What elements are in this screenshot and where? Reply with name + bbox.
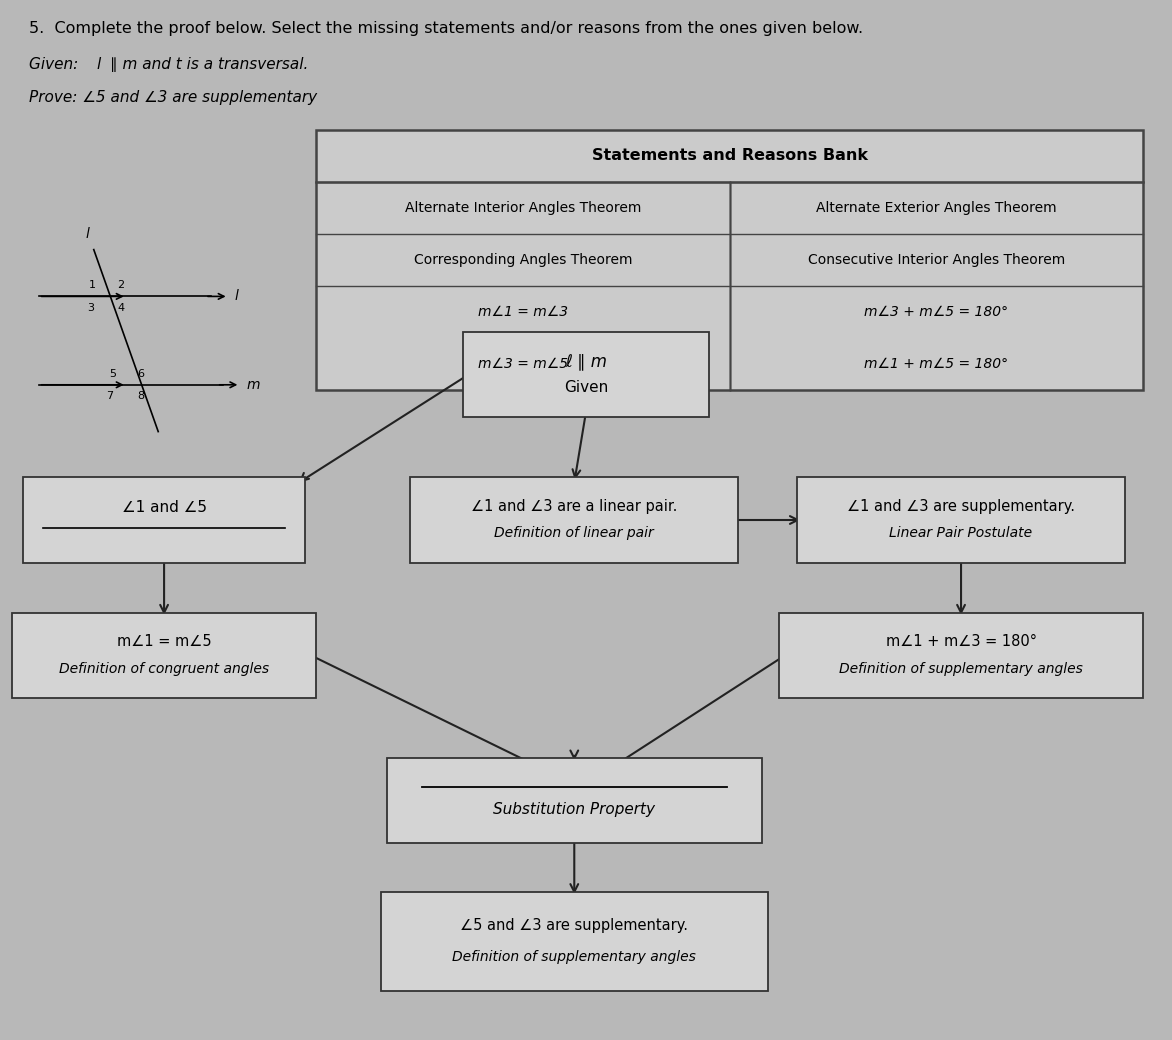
Text: Definition of supplementary angles: Definition of supplementary angles <box>452 951 696 964</box>
Text: 5.  Complete the proof below. Select the missing statements and/or reasons from : 5. Complete the proof below. Select the … <box>29 21 864 35</box>
Text: ∠1 and ∠5: ∠1 and ∠5 <box>122 500 206 515</box>
FancyBboxPatch shape <box>797 477 1125 563</box>
Text: m∠1 = m∠5: m∠1 = m∠5 <box>117 634 211 649</box>
Text: m∠1 + m∠3 = 180°: m∠1 + m∠3 = 180° <box>886 634 1036 649</box>
Text: Alternate Interior Angles Theorem: Alternate Interior Angles Theorem <box>404 201 641 215</box>
Text: Alternate Exterior Angles Theorem: Alternate Exterior Angles Theorem <box>816 201 1056 215</box>
Text: 3: 3 <box>87 303 94 313</box>
Text: m∠3 + m∠5 = 180°: m∠3 + m∠5 = 180° <box>864 305 1008 319</box>
FancyBboxPatch shape <box>381 891 768 990</box>
FancyBboxPatch shape <box>779 613 1143 698</box>
Text: Definition of congruent angles: Definition of congruent angles <box>59 661 270 676</box>
Text: 1: 1 <box>89 280 96 290</box>
Text: ℓ ∥ m: ℓ ∥ m <box>565 352 607 370</box>
Text: Substitution Property: Substitution Property <box>493 802 655 816</box>
Text: 2: 2 <box>117 280 124 290</box>
Text: Given:: Given: <box>29 57 83 72</box>
Text: Definition of linear pair: Definition of linear pair <box>495 526 654 541</box>
Text: Statements and Reasons Bank: Statements and Reasons Bank <box>592 149 867 163</box>
Text: 7: 7 <box>107 391 114 401</box>
Text: m∠1 = m∠3: m∠1 = m∠3 <box>478 305 568 319</box>
Text: Linear Pair Postulate: Linear Pair Postulate <box>890 526 1033 541</box>
Text: Definition of supplementary angles: Definition of supplementary angles <box>839 661 1083 676</box>
Text: 6: 6 <box>137 368 144 379</box>
FancyBboxPatch shape <box>12 613 316 698</box>
Text: ∠1 and ∠3 are a linear pair.: ∠1 and ∠3 are a linear pair. <box>471 499 677 514</box>
Text: 5: 5 <box>109 368 116 379</box>
Text: Consecutive Interior Angles Theorem: Consecutive Interior Angles Theorem <box>808 253 1064 267</box>
Text: Prove: ∠5 and ∠3 are supplementary: Prove: ∠5 and ∠3 are supplementary <box>29 90 318 105</box>
Text: m: m <box>246 378 260 392</box>
Text: ∠5 and ∠3 are supplementary.: ∠5 and ∠3 are supplementary. <box>461 917 688 933</box>
Text: Given: Given <box>564 381 608 395</box>
Text: l: l <box>96 57 101 72</box>
FancyBboxPatch shape <box>463 332 709 417</box>
FancyBboxPatch shape <box>387 758 762 843</box>
Text: ∠1 and ∠3 are supplementary.: ∠1 and ∠3 are supplementary. <box>847 499 1075 514</box>
FancyBboxPatch shape <box>410 477 738 563</box>
Text: l: l <box>86 228 90 241</box>
Text: Corresponding Angles Theorem: Corresponding Angles Theorem <box>414 253 632 267</box>
Bar <box>316 130 1143 390</box>
Text: ∥ m and t is a transversal.: ∥ m and t is a transversal. <box>110 57 308 72</box>
Text: 4: 4 <box>117 303 124 313</box>
FancyBboxPatch shape <box>23 477 305 563</box>
Text: m∠3 = m∠5: m∠3 = m∠5 <box>478 357 568 371</box>
Text: l: l <box>234 289 238 304</box>
Text: 8: 8 <box>137 391 144 401</box>
Text: m∠1 + m∠5 = 180°: m∠1 + m∠5 = 180° <box>864 357 1008 371</box>
